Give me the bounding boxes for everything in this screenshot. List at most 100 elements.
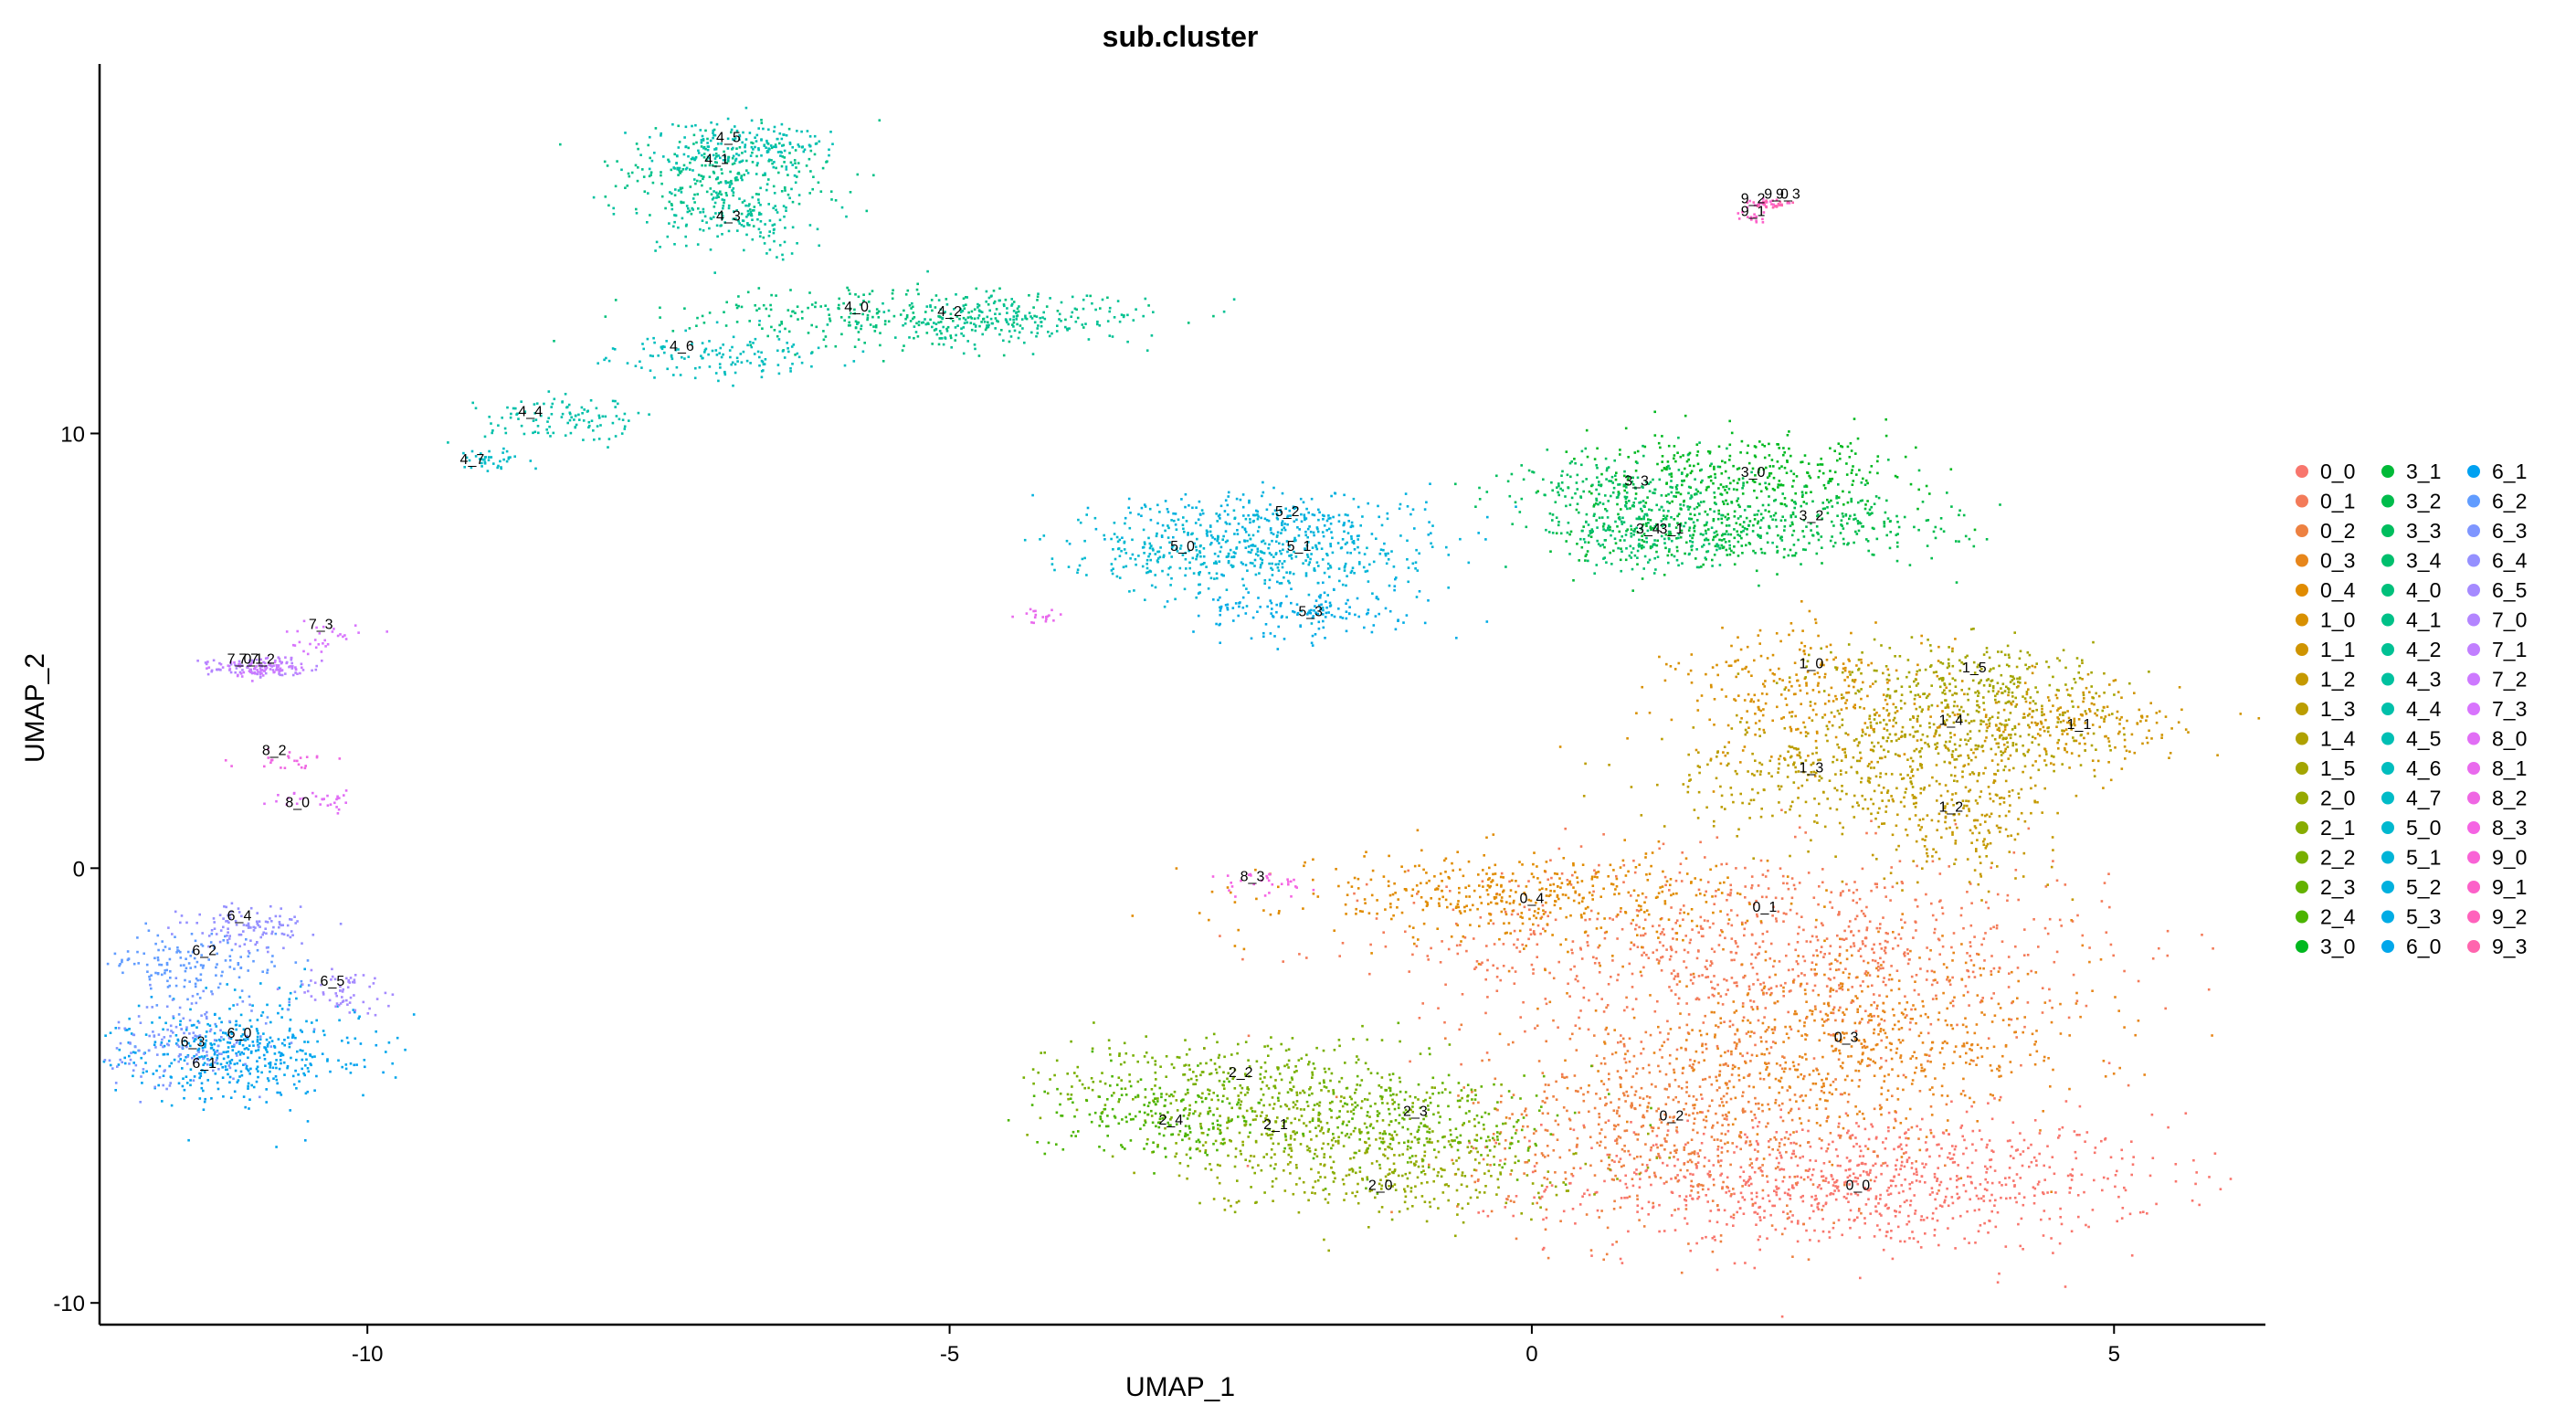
data-point xyxy=(1585,1213,1589,1216)
data-point xyxy=(1713,1235,1716,1239)
data-point xyxy=(1967,990,1969,994)
data-point xyxy=(2003,750,2007,753)
data-point xyxy=(1964,786,1968,789)
data-point xyxy=(1568,882,1571,885)
data-point xyxy=(1829,995,1832,998)
data-point xyxy=(1843,929,1846,933)
data-point xyxy=(1357,877,1360,881)
data-point xyxy=(2029,777,2032,779)
data-point xyxy=(1614,1139,1617,1142)
data-point xyxy=(1910,1125,1914,1129)
data-point xyxy=(1697,888,1701,892)
data-point xyxy=(1773,1018,1777,1021)
data-point xyxy=(1633,1094,1637,1096)
data-point xyxy=(1813,1229,1816,1232)
data-point xyxy=(1994,1225,1998,1229)
data-point xyxy=(1898,1145,1901,1148)
data-point xyxy=(2208,1176,2211,1178)
data-point xyxy=(1786,1089,1789,1092)
data-point xyxy=(1729,950,1733,954)
data-point xyxy=(1860,777,1863,780)
data-point xyxy=(1723,881,1726,884)
data-point xyxy=(1706,976,1710,978)
data-point xyxy=(1961,776,1964,778)
data-point xyxy=(2066,710,2069,713)
data-point xyxy=(1762,682,1765,686)
data-point xyxy=(1725,660,1728,663)
data-point xyxy=(1937,1155,1941,1157)
data-point xyxy=(1977,882,1980,886)
data-point xyxy=(1751,787,1754,791)
data-point xyxy=(1896,1087,1899,1090)
data-point xyxy=(1880,1057,1883,1060)
data-point xyxy=(1763,1210,1766,1212)
data-point xyxy=(2084,1140,2086,1143)
data-point xyxy=(1922,818,1925,820)
data-point xyxy=(1609,916,1611,920)
data-point xyxy=(1744,1110,1747,1113)
data-point xyxy=(1546,1178,1549,1180)
data-point xyxy=(1961,799,1965,802)
data-point xyxy=(1859,984,1863,988)
data-point xyxy=(2017,818,2020,820)
data-point xyxy=(1921,1041,1925,1044)
data-point xyxy=(2004,747,2007,751)
data-point xyxy=(1951,830,1954,834)
data-point xyxy=(1641,685,1643,689)
data-point xyxy=(1922,1069,1926,1073)
data-point xyxy=(1568,880,1571,883)
data-point xyxy=(2009,1197,2011,1199)
data-point xyxy=(1532,923,1535,926)
data-point xyxy=(1902,1073,1906,1077)
data-point xyxy=(1706,1200,1709,1203)
data-point xyxy=(1775,917,1778,920)
data-point xyxy=(1690,1179,1694,1183)
data-point xyxy=(2048,699,2051,702)
data-point xyxy=(1980,974,1982,977)
data-point xyxy=(1912,802,1916,806)
data-point xyxy=(1841,1031,1844,1034)
data-point xyxy=(1788,711,1791,714)
data-point xyxy=(1663,933,1666,936)
data-point xyxy=(1736,772,1738,776)
data-point xyxy=(2022,875,2025,878)
data-point xyxy=(2000,754,2003,756)
data-point xyxy=(2109,1156,2113,1159)
data-point xyxy=(1847,684,1851,688)
data-point xyxy=(1846,1176,1850,1179)
data-point xyxy=(2009,681,2012,683)
data-point xyxy=(1934,927,1937,931)
data-point xyxy=(1620,1085,1622,1089)
data-point xyxy=(1879,1028,1883,1030)
data-point xyxy=(1478,884,1481,887)
data-point xyxy=(2050,755,2053,757)
data-point xyxy=(1607,875,1610,878)
data-point xyxy=(2064,883,2067,886)
data-point xyxy=(1864,1145,1867,1147)
data-point xyxy=(1456,903,1460,906)
data-point xyxy=(1865,974,1868,977)
data-point xyxy=(2108,683,2111,686)
data-point xyxy=(1670,893,1673,897)
data-point xyxy=(1886,736,1890,739)
data-point xyxy=(1696,817,1700,819)
data-point xyxy=(1832,700,1835,703)
data-point xyxy=(1842,826,1844,830)
data-point xyxy=(1476,907,1479,911)
data-point xyxy=(1761,1197,1765,1200)
data-point xyxy=(1967,763,1970,766)
data-point xyxy=(1391,893,1395,896)
data-point xyxy=(1874,713,1877,716)
data-point xyxy=(1790,745,1794,748)
data-point xyxy=(1953,758,1956,761)
data-point xyxy=(1929,1128,1932,1132)
data-point xyxy=(1919,764,1922,767)
data-point xyxy=(1584,918,1587,922)
data-point xyxy=(1873,1235,1876,1238)
data-point xyxy=(1721,626,1724,629)
data-point xyxy=(2008,1167,2011,1169)
data-point xyxy=(1750,1191,1753,1195)
data-point xyxy=(1721,930,1724,934)
data-point xyxy=(1875,858,1878,861)
data-point xyxy=(1734,699,1737,703)
